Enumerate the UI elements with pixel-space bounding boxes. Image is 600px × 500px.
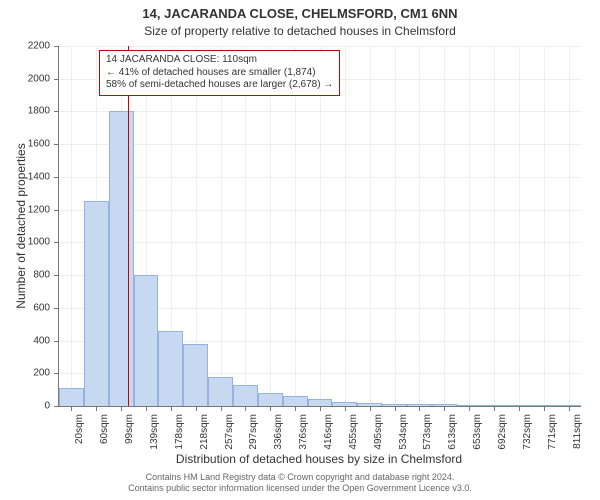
ytick-mark bbox=[54, 46, 59, 47]
footer: Contains HM Land Registry data © Crown c… bbox=[0, 472, 600, 495]
histogram-bar bbox=[59, 388, 84, 406]
ytick-mark bbox=[54, 406, 59, 407]
ytick-mark bbox=[54, 242, 59, 243]
gridline-v bbox=[320, 46, 321, 406]
xtick-mark bbox=[419, 406, 420, 411]
ytick-mark bbox=[54, 210, 59, 211]
xtick-mark bbox=[444, 406, 445, 411]
xtick-mark bbox=[494, 406, 495, 411]
footer-line: Contains public sector information licen… bbox=[0, 483, 600, 494]
histogram-bar bbox=[109, 111, 134, 406]
histogram-bar bbox=[158, 331, 183, 406]
plot-area bbox=[58, 46, 581, 407]
marker-line bbox=[128, 46, 129, 406]
xtick-mark bbox=[270, 406, 271, 411]
footer-line: Contains HM Land Registry data © Crown c… bbox=[0, 472, 600, 483]
ytick-mark bbox=[54, 341, 59, 342]
gridline-v bbox=[345, 46, 346, 406]
gridline-v bbox=[544, 46, 545, 406]
gridline-v bbox=[221, 46, 222, 406]
gridline-v bbox=[245, 46, 246, 406]
histogram-bar bbox=[183, 344, 208, 406]
callout-line: 14 JACARANDA CLOSE: 110sqm bbox=[106, 54, 333, 67]
xaxis-title: Distribution of detached houses by size … bbox=[58, 452, 580, 466]
histogram-bar bbox=[233, 385, 258, 406]
xtick-mark bbox=[469, 406, 470, 411]
page-title: 14, JACARANDA CLOSE, CHELMSFORD, CM1 6NN bbox=[0, 6, 600, 21]
xtick-mark bbox=[171, 406, 172, 411]
ytick-mark bbox=[54, 144, 59, 145]
gridline-v bbox=[370, 46, 371, 406]
gridline-v bbox=[569, 46, 570, 406]
xtick-mark bbox=[96, 406, 97, 411]
histogram-bar bbox=[208, 377, 233, 406]
xtick-mark bbox=[196, 406, 197, 411]
xtick-mark bbox=[146, 406, 147, 411]
gridline-v bbox=[494, 46, 495, 406]
xtick-mark bbox=[221, 406, 222, 411]
xtick-mark bbox=[395, 406, 396, 411]
gridline-v bbox=[444, 46, 445, 406]
callout-line: 58% of semi-detached houses are larger (… bbox=[106, 79, 333, 92]
histogram-bar bbox=[258, 393, 283, 406]
gridline-v bbox=[395, 46, 396, 406]
ytick-mark bbox=[54, 111, 59, 112]
xtick-mark bbox=[544, 406, 545, 411]
histogram-bar bbox=[134, 275, 159, 406]
callout-line: ← 41% of detached houses are smaller (1,… bbox=[106, 67, 333, 80]
xtick-mark bbox=[320, 406, 321, 411]
yaxis-title: Number of detached properties bbox=[14, 46, 28, 406]
gridline-v bbox=[469, 46, 470, 406]
xtick-mark bbox=[245, 406, 246, 411]
ytick-mark bbox=[54, 308, 59, 309]
gridline-v bbox=[270, 46, 271, 406]
gridline-v bbox=[295, 46, 296, 406]
xtick-mark bbox=[345, 406, 346, 411]
callout-box: 14 JACARANDA CLOSE: 110sqm← 41% of detac… bbox=[99, 50, 340, 96]
ytick-mark bbox=[54, 275, 59, 276]
gridline-v bbox=[419, 46, 420, 406]
histogram-bar bbox=[84, 201, 109, 406]
xtick-mark bbox=[71, 406, 72, 411]
xtick-mark bbox=[519, 406, 520, 411]
gridline-v bbox=[71, 46, 72, 406]
xtick-mark bbox=[295, 406, 296, 411]
histogram-bar bbox=[283, 396, 308, 406]
xtick-mark bbox=[370, 406, 371, 411]
gridline-v bbox=[519, 46, 520, 406]
ytick-mark bbox=[54, 79, 59, 80]
xtick-mark bbox=[569, 406, 570, 411]
ytick-mark bbox=[54, 177, 59, 178]
chart-subtitle: Size of property relative to detached ho… bbox=[0, 24, 600, 38]
ytick-mark bbox=[54, 373, 59, 374]
xtick-mark bbox=[121, 406, 122, 411]
